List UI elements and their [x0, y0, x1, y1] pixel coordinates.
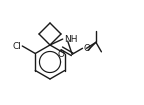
Text: NH: NH — [64, 35, 77, 44]
Text: O: O — [58, 50, 65, 59]
Text: Cl: Cl — [12, 42, 21, 51]
Text: O: O — [84, 44, 91, 53]
